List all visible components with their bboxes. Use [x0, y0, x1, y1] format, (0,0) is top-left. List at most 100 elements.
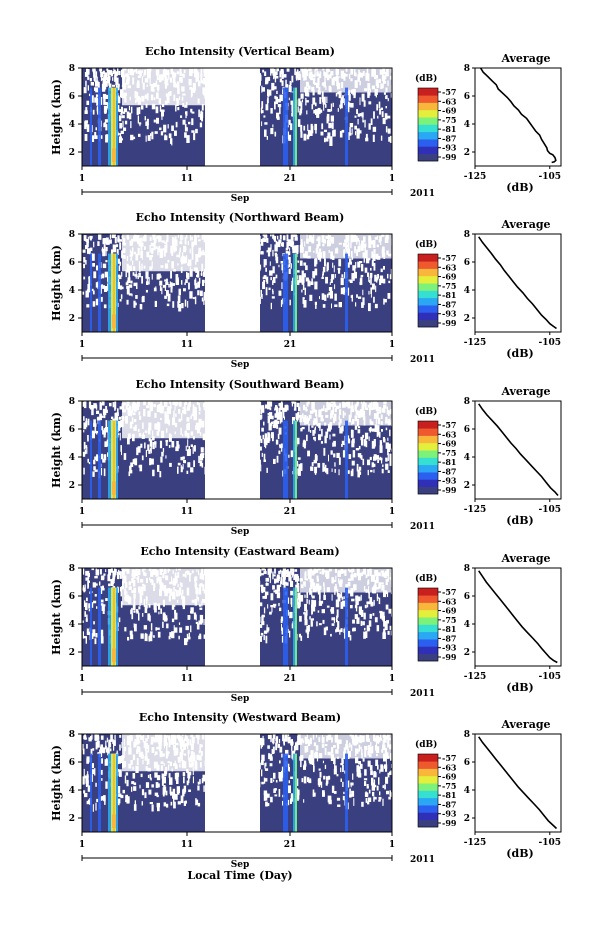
no-echo-speck	[357, 261, 361, 268]
no-echo-speck	[197, 802, 201, 807]
no-echo-speck	[132, 272, 135, 276]
no-echo-speck	[276, 68, 279, 72]
colorbar-tick-label: -93	[442, 143, 457, 153]
no-echo-speck	[264, 595, 267, 598]
no-echo-speck	[319, 771, 322, 778]
no-echo-speck	[376, 428, 380, 436]
no-echo-speck	[291, 573, 293, 578]
no-echo-speck	[298, 464, 301, 470]
year-label: 2011	[410, 355, 435, 365]
no-echo-speck	[91, 568, 94, 571]
profile-y-tick-label: 4	[464, 786, 470, 796]
no-echo-speck	[275, 780, 278, 783]
no-echo-speck	[190, 625, 192, 633]
no-echo-speck	[261, 759, 264, 766]
no-echo-speck	[262, 735, 264, 743]
no-echo-speck	[359, 97, 361, 106]
no-echo-speck	[149, 439, 153, 447]
no-echo-speck	[303, 262, 307, 266]
no-echo-speck	[105, 569, 107, 572]
no-echo-speck	[281, 401, 283, 409]
no-echo-speck	[341, 274, 344, 278]
no-echo-speck	[263, 587, 266, 593]
no-echo-speck	[101, 78, 104, 81]
no-echo-speck	[364, 604, 367, 609]
no-echo-speck	[262, 234, 265, 237]
no-echo-speck	[275, 589, 279, 594]
no-echo-speck	[381, 468, 384, 474]
no-echo-speck	[332, 442, 334, 447]
no-echo-speck	[265, 583, 269, 586]
no-echo-speck	[148, 277, 150, 285]
no-echo-speck	[154, 131, 158, 134]
profile-title: Average	[500, 718, 550, 731]
no-echo-speck	[268, 287, 271, 290]
no-echo-speck	[189, 291, 193, 299]
no-echo-speck	[264, 71, 267, 76]
no-echo-speck	[85, 107, 88, 113]
echo-stripe	[98, 87, 101, 166]
no-echo-speck	[354, 614, 358, 619]
no-echo-speck	[94, 97, 98, 103]
no-echo-speck	[320, 131, 324, 136]
no-echo-speck	[387, 453, 389, 461]
x-tick-label: 1	[389, 507, 395, 517]
no-echo-speck	[341, 425, 344, 432]
no-echo-speck	[273, 604, 276, 608]
no-echo-speck	[84, 134, 88, 141]
no-echo-speck	[174, 627, 178, 633]
no-echo-speck	[267, 734, 271, 740]
no-echo-speck	[307, 124, 309, 131]
no-echo-speck	[294, 245, 298, 253]
no-echo-speck	[261, 121, 263, 127]
no-echo-speck	[306, 110, 308, 115]
colorbar-swatch	[418, 805, 438, 813]
colorbar-tick-label: -87	[442, 299, 456, 309]
x-tick-label: 1	[79, 340, 85, 350]
no-echo-speck	[356, 765, 359, 772]
no-echo-speck	[349, 133, 352, 136]
colorbar-swatch	[418, 297, 438, 306]
no-echo-speck	[163, 802, 167, 807]
no-echo-speck	[187, 462, 191, 468]
no-echo-speck	[124, 120, 128, 125]
no-echo-speck	[192, 446, 194, 454]
no-echo-speck	[322, 467, 325, 472]
no-echo-speck	[263, 280, 265, 283]
no-echo-speck	[108, 569, 112, 576]
no-echo-speck	[200, 290, 203, 297]
y-axis-label: Height (km)	[50, 745, 63, 821]
no-echo-speck	[176, 279, 179, 285]
no-echo-speck	[372, 441, 375, 445]
no-echo-speck	[163, 124, 167, 133]
no-echo-speck	[340, 762, 344, 766]
no-echo-speck	[322, 304, 326, 308]
no-echo-speck	[156, 117, 159, 124]
no-echo-speck	[274, 413, 277, 418]
no-echo-speck	[101, 758, 103, 764]
no-echo-speck	[321, 609, 325, 614]
no-echo-speck	[343, 288, 345, 295]
no-echo-speck	[385, 95, 388, 100]
no-echo-speck	[277, 420, 280, 424]
colorbar-tick-label: -69	[442, 272, 457, 282]
no-echo-speck	[291, 113, 293, 117]
no-echo-speck	[120, 294, 123, 299]
no-echo-speck	[294, 237, 298, 241]
no-echo-speck	[87, 69, 90, 75]
no-echo-speck	[274, 95, 277, 99]
no-echo-speck	[188, 446, 190, 452]
no-echo-speck	[117, 433, 120, 436]
no-echo-speck	[355, 302, 357, 307]
no-echo-speck	[342, 781, 344, 787]
no-echo-speck	[145, 135, 147, 142]
no-echo-speck	[281, 753, 283, 758]
no-echo-speck	[83, 568, 85, 575]
no-echo-speck	[365, 631, 368, 638]
no-echo-speck	[369, 613, 372, 619]
no-echo-speck	[275, 254, 278, 261]
no-echo-speck	[175, 104, 177, 112]
profile-x-tick-label: -105	[539, 338, 562, 348]
no-echo-speck	[138, 122, 142, 125]
no-echo-speck	[325, 276, 328, 284]
